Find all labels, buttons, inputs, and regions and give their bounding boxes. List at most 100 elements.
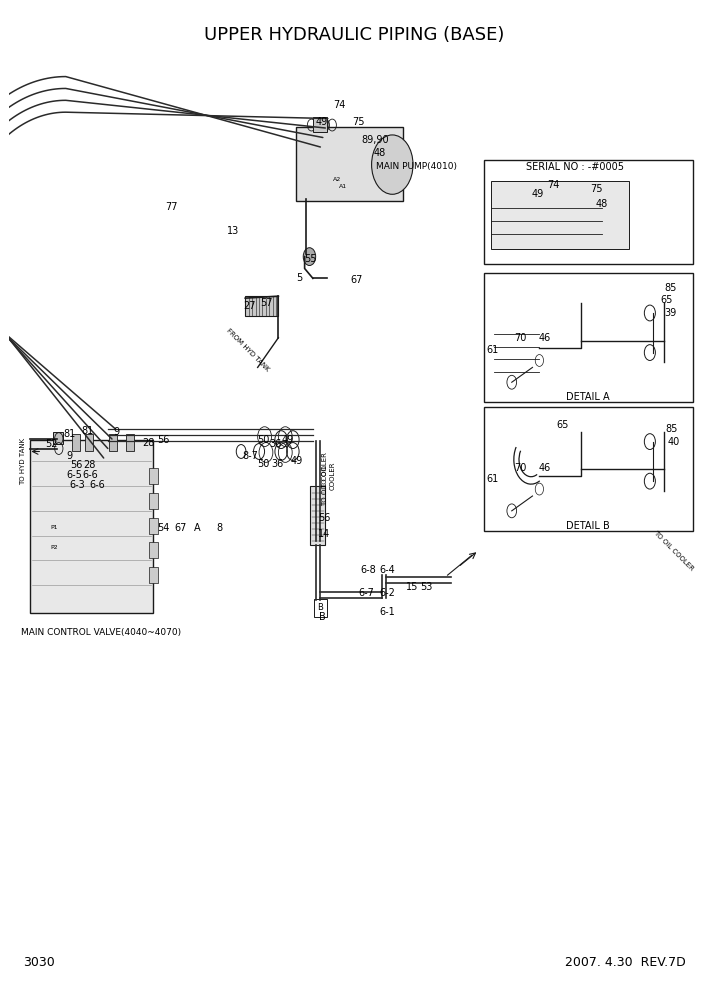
Text: 6-8: 6-8 — [360, 565, 376, 575]
Text: TO HYD TANK: TO HYD TANK — [20, 437, 26, 485]
Text: 50: 50 — [257, 434, 270, 444]
Text: 28: 28 — [83, 460, 95, 470]
Text: 50: 50 — [257, 459, 270, 469]
Text: B: B — [317, 603, 324, 612]
Text: 6-4: 6-4 — [380, 565, 395, 575]
Circle shape — [303, 248, 316, 266]
Bar — [150, 468, 157, 484]
Text: 89,90: 89,90 — [362, 135, 389, 145]
Bar — [29, 439, 153, 613]
Text: 27: 27 — [243, 301, 256, 311]
Text: 49: 49 — [290, 456, 303, 466]
Bar — [150, 567, 157, 583]
Text: 49: 49 — [531, 189, 543, 199]
Text: 56: 56 — [318, 513, 330, 523]
Text: 61: 61 — [486, 474, 498, 484]
Text: A: A — [194, 523, 200, 533]
Bar — [85, 434, 93, 451]
Text: 48: 48 — [595, 199, 608, 209]
Bar — [313, 117, 326, 132]
Text: 40: 40 — [668, 436, 680, 446]
Text: 70: 70 — [514, 463, 526, 473]
Text: 48: 48 — [373, 148, 385, 158]
Text: 75: 75 — [590, 185, 602, 194]
Text: P2: P2 — [50, 545, 58, 550]
Text: 67: 67 — [174, 523, 187, 533]
Text: 85: 85 — [665, 424, 678, 434]
Text: 55: 55 — [305, 254, 317, 264]
Text: 49: 49 — [282, 434, 293, 444]
Bar — [296, 127, 403, 201]
Text: 6-2: 6-2 — [380, 588, 395, 598]
Bar — [310, 486, 325, 546]
Text: 65: 65 — [661, 296, 673, 306]
Text: 6-7: 6-7 — [359, 588, 375, 598]
Text: 75: 75 — [352, 117, 365, 127]
Text: 39: 39 — [665, 308, 677, 318]
Bar — [484, 407, 693, 531]
Text: 49: 49 — [315, 117, 327, 127]
Text: FROM HYD TANK: FROM HYD TANK — [225, 327, 270, 372]
Text: TO OIL
COOLER: TO OIL COOLER — [322, 462, 336, 490]
Text: 3030: 3030 — [23, 956, 55, 969]
Text: 9: 9 — [67, 451, 73, 461]
Text: TO OIL COOLER: TO OIL COOLER — [322, 452, 329, 506]
Text: UPPER HYDRAULIC PIPING (BASE): UPPER HYDRAULIC PIPING (BASE) — [204, 26, 505, 44]
Text: A2: A2 — [333, 177, 341, 182]
Text: 54: 54 — [157, 523, 170, 533]
Text: 36: 36 — [271, 459, 283, 469]
Text: 6-1: 6-1 — [380, 607, 395, 617]
Bar — [491, 182, 629, 249]
Text: 6-6: 6-6 — [89, 480, 105, 490]
Text: 77: 77 — [165, 202, 178, 212]
Text: 46: 46 — [538, 332, 550, 342]
Bar — [245, 297, 279, 316]
Text: 8-7: 8-7 — [243, 451, 259, 461]
Text: B: B — [319, 612, 325, 622]
Text: A1: A1 — [338, 184, 347, 188]
Text: DETAIL B: DETAIL B — [566, 521, 609, 531]
Text: 61: 61 — [486, 344, 498, 354]
Text: 2007. 4.30  REV.7D: 2007. 4.30 REV.7D — [565, 956, 686, 969]
Text: 67: 67 — [350, 276, 363, 286]
Bar — [109, 434, 117, 451]
Bar — [126, 434, 134, 451]
Text: 6-6: 6-6 — [83, 470, 98, 480]
Bar — [53, 432, 63, 443]
Text: 57: 57 — [260, 299, 272, 309]
Text: 52: 52 — [46, 438, 58, 448]
Bar — [484, 274, 693, 402]
Text: 13: 13 — [227, 226, 239, 236]
Text: 74: 74 — [547, 181, 559, 190]
Text: 53: 53 — [420, 582, 433, 592]
Text: P1: P1 — [51, 525, 58, 530]
Text: 56: 56 — [157, 434, 170, 444]
Text: 36: 36 — [270, 438, 282, 448]
Text: 74: 74 — [333, 100, 345, 110]
Text: 5: 5 — [296, 274, 303, 284]
Text: 81: 81 — [81, 426, 93, 435]
Circle shape — [371, 135, 413, 194]
Bar — [72, 434, 80, 451]
Bar — [484, 160, 693, 264]
Bar — [150, 493, 157, 509]
Bar — [150, 518, 157, 534]
Text: 9: 9 — [113, 427, 119, 436]
Text: 65: 65 — [557, 420, 569, 430]
Text: 14: 14 — [318, 529, 330, 539]
Text: MAIN PUMP(4010): MAIN PUMP(4010) — [376, 162, 457, 171]
Text: 15: 15 — [406, 582, 418, 592]
Text: 8: 8 — [217, 523, 223, 533]
Text: DETAIL A: DETAIL A — [566, 392, 609, 402]
Text: 6-3: 6-3 — [69, 480, 85, 490]
Text: 85: 85 — [664, 284, 677, 294]
Text: 28: 28 — [143, 437, 154, 447]
Text: 6-5: 6-5 — [67, 470, 83, 480]
Text: MAIN CONTROL VALVE(4040~4070): MAIN CONTROL VALVE(4040~4070) — [21, 628, 181, 637]
Text: TO OIL COOLER: TO OIL COOLER — [653, 530, 695, 571]
Text: 56: 56 — [71, 460, 83, 470]
Text: SERIAL NO : -#0005: SERIAL NO : -#0005 — [526, 162, 624, 172]
Bar — [150, 543, 157, 558]
Text: 70: 70 — [514, 332, 526, 342]
Text: 81: 81 — [63, 429, 75, 438]
